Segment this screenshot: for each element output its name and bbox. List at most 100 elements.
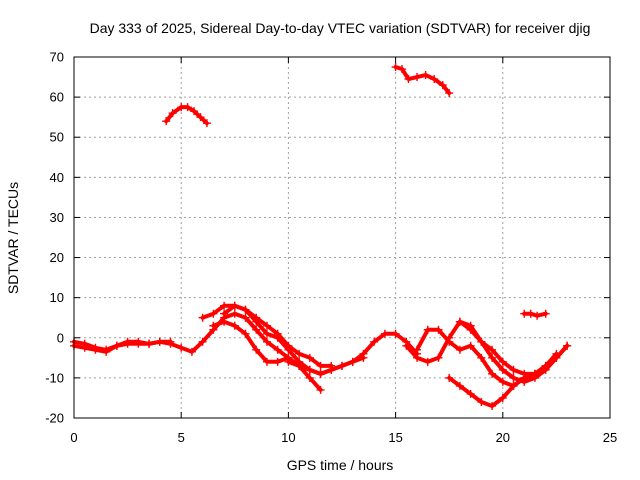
data-point	[262, 321, 271, 330]
data-point	[316, 385, 325, 394]
y-tick-label: 10	[50, 290, 64, 305]
data-point	[273, 345, 282, 354]
ticks	[73, 56, 611, 419]
data-point	[498, 393, 507, 402]
tick-labels: 0 5 10 15 20 25 -20 -10 0 10 20 30 40 50 60 70	[45, 50, 617, 446]
data-point	[209, 309, 218, 318]
data-point	[541, 361, 550, 370]
data-point	[241, 329, 250, 338]
data-point	[198, 337, 207, 346]
data-point	[305, 353, 314, 362]
data-point	[455, 345, 464, 354]
data-point	[348, 357, 357, 366]
data-point	[498, 377, 507, 386]
series-line	[72, 339, 173, 354]
x-tick-label: 15	[388, 430, 402, 445]
data-point	[359, 353, 368, 362]
data-point	[102, 347, 111, 356]
data-point	[252, 345, 261, 354]
data-point	[434, 353, 443, 362]
data-point	[262, 337, 271, 346]
data-point	[423, 325, 432, 334]
x-tick-label: 5	[178, 430, 185, 445]
data-point	[284, 357, 293, 366]
series-arc-12	[162, 103, 211, 128]
data-point	[391, 329, 400, 338]
data-point	[262, 357, 271, 366]
data-point	[455, 381, 464, 390]
data-point	[466, 389, 475, 398]
data-point	[252, 317, 261, 326]
data-point	[402, 341, 411, 350]
data-point	[230, 309, 239, 318]
data-point	[413, 345, 422, 354]
data-point	[445, 337, 454, 346]
data-point	[445, 89, 454, 98]
data-point	[112, 341, 121, 350]
data-point	[541, 309, 550, 318]
data-point	[209, 321, 218, 330]
data-point	[230, 301, 239, 310]
data-point	[230, 321, 239, 330]
data-point	[563, 341, 572, 350]
data-point	[316, 369, 325, 378]
series-arc-11	[445, 369, 539, 410]
data-point	[295, 361, 304, 370]
y-tick-label: 0	[57, 330, 64, 345]
data-point	[183, 103, 192, 112]
y-tick-label: 30	[50, 210, 64, 225]
y-tick-label: 70	[50, 50, 64, 65]
series-arc-7	[305, 353, 368, 378]
data-point	[134, 339, 143, 348]
data-point	[190, 107, 199, 116]
data-point	[498, 357, 507, 366]
data-point	[162, 117, 171, 126]
y-tick-label: 20	[50, 250, 64, 265]
y-tick-label: 50	[50, 130, 64, 145]
x-tick-label: 25	[603, 430, 617, 445]
data-point	[488, 401, 497, 410]
data-point	[423, 357, 432, 366]
data-point	[187, 347, 196, 356]
data-point	[455, 317, 464, 326]
data-point	[202, 119, 211, 128]
data-point	[273, 333, 282, 342]
chart-title: Day 333 of 2025, Sidereal Day-to-day VTE…	[90, 20, 591, 36]
data-point	[241, 305, 250, 314]
series-line	[404, 319, 570, 384]
data-point	[370, 337, 379, 346]
series-arc-4	[209, 317, 325, 394]
data-point	[526, 309, 535, 318]
data-point	[155, 337, 164, 346]
data-point	[327, 365, 336, 374]
data-point	[530, 369, 539, 378]
y-tick-label: 60	[50, 90, 64, 105]
data-point	[241, 313, 250, 322]
data-point	[305, 373, 314, 382]
data-point	[413, 73, 422, 82]
series-arc-13	[391, 63, 454, 98]
data-point	[196, 113, 205, 122]
data-point	[284, 345, 293, 354]
data-point	[520, 373, 529, 382]
data-point	[220, 317, 229, 326]
data-point	[391, 63, 400, 72]
data-point	[477, 337, 486, 346]
data-point	[220, 309, 229, 318]
data-point	[434, 325, 443, 334]
data-point	[295, 349, 304, 358]
data-point	[533, 311, 542, 320]
x-axis-title: GPS time / hours	[287, 457, 394, 473]
data-point	[220, 301, 229, 310]
data-point	[498, 365, 507, 374]
series-layer	[70, 63, 572, 410]
data-point	[413, 353, 422, 362]
series-arc-2	[70, 337, 175, 356]
data-point	[91, 345, 100, 354]
series-line	[393, 65, 452, 96]
data-point	[80, 343, 89, 352]
data-point	[273, 357, 282, 366]
data-point	[177, 343, 186, 352]
y-axis-title: SDTVAR / TECUs	[5, 182, 21, 294]
data-point	[438, 81, 447, 90]
